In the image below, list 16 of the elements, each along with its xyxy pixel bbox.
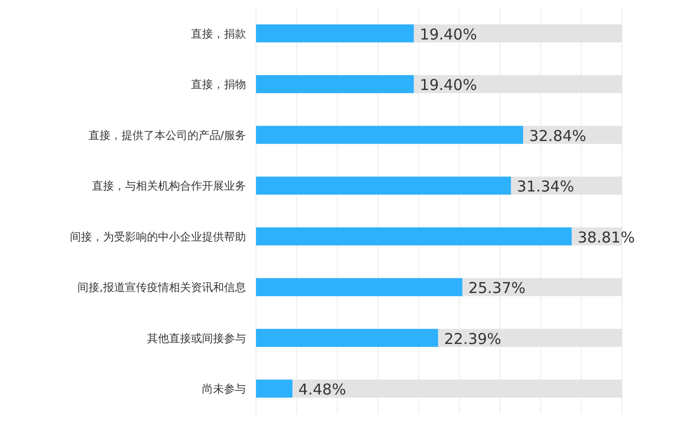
data-label: 31.34% bbox=[516, 178, 574, 196]
y-tick-label: 其他直接或间接参与 bbox=[147, 332, 246, 345]
data-label: 19.40% bbox=[420, 25, 477, 44]
data-label: 4.48% bbox=[298, 380, 346, 399]
data-label: 32.84% bbox=[529, 126, 586, 145]
y-tick-label: 间接，为受影响的中小企业提供帮助 bbox=[70, 230, 246, 244]
y-tick-label: 间接,报道宣传疫情相关资讯和信息 bbox=[78, 281, 246, 294]
y-tick-label: 直接，与相关机构合作开展业务 bbox=[92, 180, 246, 193]
data-label: 22.39% bbox=[444, 330, 502, 348]
data-label: 38.81% bbox=[578, 228, 635, 246]
data-label: 19.40% bbox=[420, 76, 477, 94]
y-tick-label: 直接，捐物 bbox=[191, 78, 246, 92]
y-tick-label: 直接，提供了本公司的产品/服务 bbox=[88, 128, 246, 142]
y-tick-label: 尚未参与 bbox=[202, 382, 246, 396]
data-label: 25.37% bbox=[468, 279, 526, 298]
y-tick-label: 直接，捐款 bbox=[191, 27, 246, 40]
